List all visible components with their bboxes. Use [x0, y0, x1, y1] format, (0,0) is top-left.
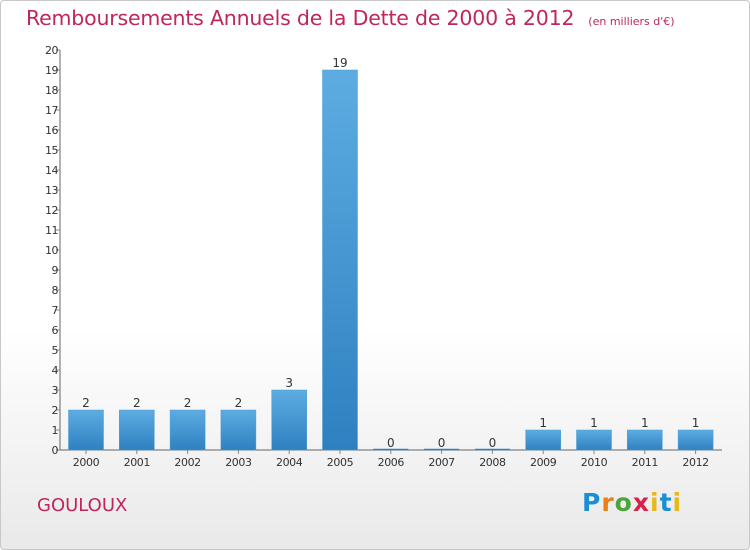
y-tick-label: 8 — [52, 284, 59, 297]
bar — [220, 409, 257, 451]
x-tick-label: 2002 — [174, 456, 200, 469]
y-tick-label: 11 — [45, 224, 58, 237]
chart-unit: (en milliers d'€) — [588, 15, 675, 28]
data-label: 2 — [133, 396, 141, 410]
y-tick-label: 15 — [45, 144, 58, 157]
data-label: 2 — [235, 396, 243, 410]
x-tick-label: 2012 — [682, 456, 708, 469]
chart-bars — [68, 69, 714, 451]
x-tick-label: 2008 — [479, 456, 506, 469]
y-tick-label: 13 — [45, 184, 58, 197]
x-tick-label: 2004 — [276, 456, 303, 469]
data-label: 0 — [387, 436, 395, 450]
data-label: 0 — [489, 436, 497, 450]
place-name: GOULOUX — [37, 495, 128, 516]
x-tick-label: 2006 — [378, 456, 405, 469]
x-tick-label: 2011 — [632, 456, 658, 469]
y-tick-label: 20 — [45, 44, 58, 57]
y-tick-label: 19 — [45, 64, 58, 77]
y-tick-label: 14 — [45, 164, 58, 177]
brand-logo: Proxiti — [582, 488, 683, 517]
y-tick-label: 2 — [52, 404, 59, 417]
data-label: 2 — [184, 396, 192, 410]
y-tick-label: 12 — [45, 204, 58, 217]
data-label: 1 — [539, 416, 547, 430]
bar — [119, 409, 155, 451]
x-tick-label: 2001 — [124, 456, 150, 469]
x-tick-label: 2007 — [428, 456, 455, 469]
bar — [627, 429, 663, 451]
y-tick-label: 17 — [45, 104, 58, 117]
y-tick-label: 5 — [52, 344, 59, 357]
chart-labels: 2000 2 2001 2 2002 2 2003 2 2004 3 2005 19 2006 0 2007… — [73, 56, 709, 469]
data-label: 1 — [641, 416, 649, 430]
chart-title: Remboursements Annuels de la Dette de 20… — [26, 6, 675, 30]
bar — [68, 409, 104, 451]
data-label: 1 — [692, 416, 700, 430]
y-tick-label: 16 — [45, 124, 58, 137]
bar — [322, 69, 358, 451]
y-tick-label: 6 — [52, 324, 59, 337]
x-tick-label: 2009 — [530, 456, 557, 469]
data-label: 3 — [285, 376, 293, 390]
y-tick-label: 7 — [52, 304, 59, 317]
x-tick-label: 2000 — [73, 456, 100, 469]
bar — [525, 429, 561, 451]
y-tick-label: 9 — [52, 264, 59, 277]
data-label: 19 — [332, 56, 347, 70]
x-tick-label: 2003 — [225, 456, 252, 469]
y-tick-label: 0 — [52, 444, 59, 457]
data-label: 2 — [82, 396, 90, 410]
data-label: 1 — [590, 416, 598, 430]
x-tick-label: 2005 — [327, 456, 354, 469]
x-tick-label: 2010 — [581, 456, 608, 469]
y-tick-label: 3 — [52, 384, 59, 397]
y-tick-label: 1 — [52, 424, 59, 437]
data-label: 0 — [438, 436, 446, 450]
bar — [169, 409, 206, 451]
y-tick-label: 4 — [52, 364, 59, 377]
y-tick-label: 18 — [45, 84, 58, 97]
bar — [576, 429, 612, 451]
chart-title-text: Remboursements Annuels de la Dette de 20… — [26, 6, 575, 30]
y-tick-label: 10 — [45, 244, 58, 257]
bar — [271, 389, 307, 451]
bar — [677, 429, 714, 451]
